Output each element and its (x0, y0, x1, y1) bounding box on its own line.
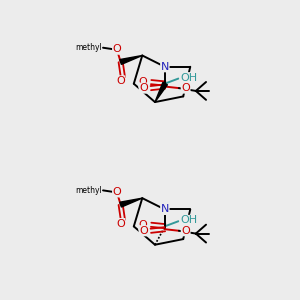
Text: O: O (112, 187, 122, 197)
Text: O: O (139, 77, 148, 87)
Text: O: O (112, 44, 122, 54)
Text: O: O (139, 83, 148, 93)
Polygon shape (155, 82, 167, 102)
Text: O: O (139, 220, 148, 230)
Text: OH: OH (180, 215, 197, 225)
Text: OH: OH (180, 73, 197, 83)
Text: N: N (161, 204, 169, 214)
Text: O: O (181, 83, 190, 93)
Text: O: O (116, 219, 125, 229)
Text: N: N (161, 62, 169, 72)
Polygon shape (120, 198, 142, 207)
Text: O: O (116, 76, 125, 86)
Text: O: O (139, 226, 148, 236)
Text: methyl: methyl (75, 43, 101, 52)
Text: O: O (181, 226, 190, 236)
Polygon shape (120, 56, 142, 64)
Text: methyl: methyl (75, 186, 101, 195)
